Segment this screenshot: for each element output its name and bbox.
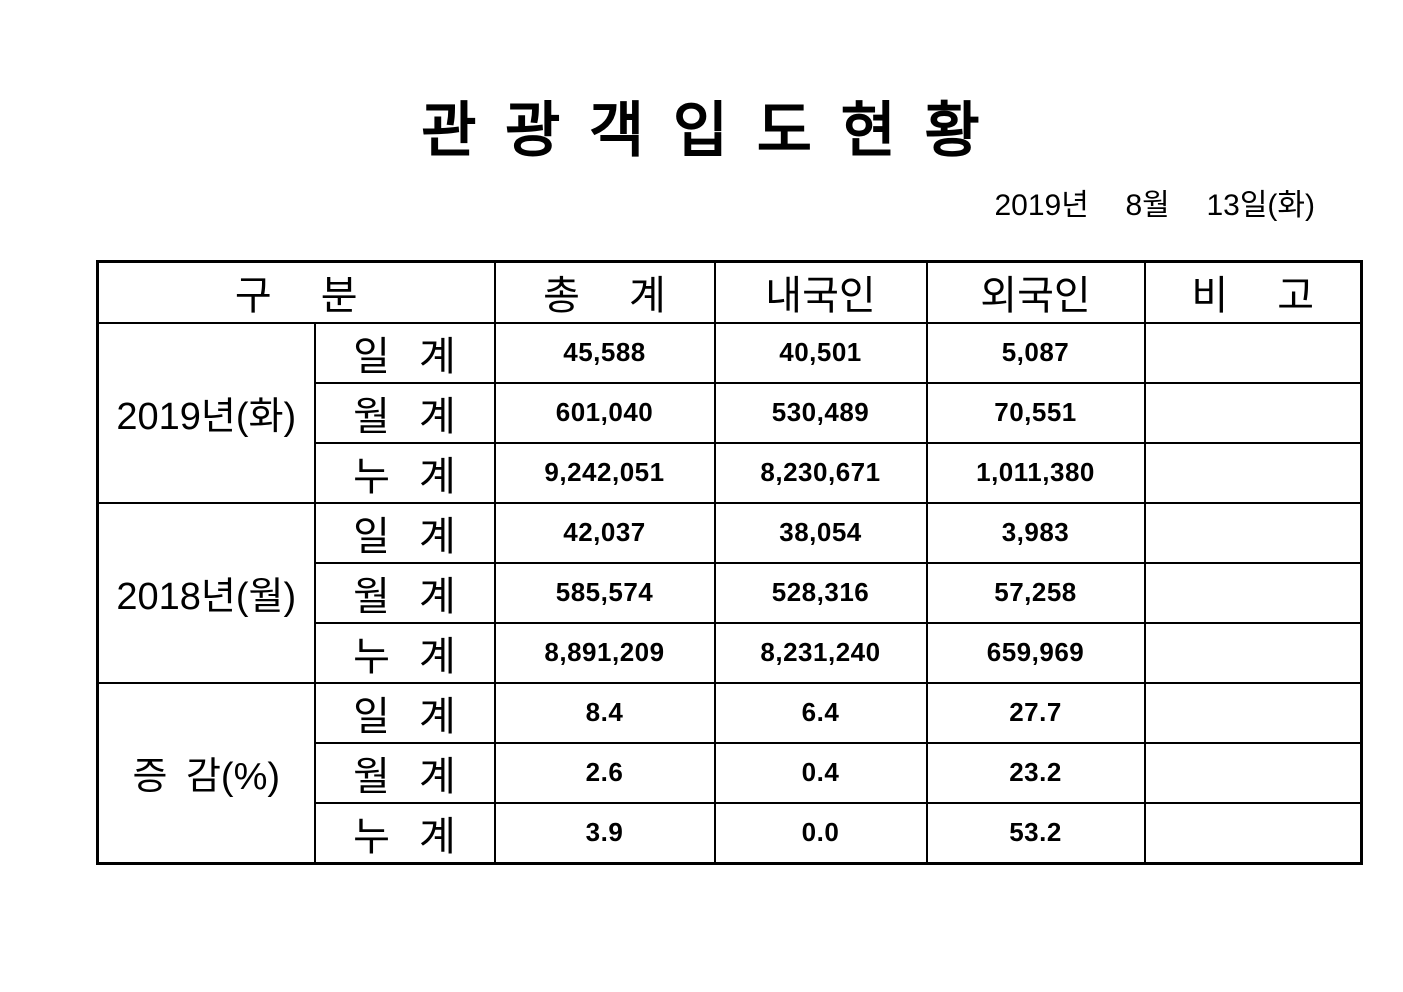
cell-total: 8,891,209 <box>493 621 716 684</box>
table-row: 월 계 2.6 0.4 23.2 <box>98 741 1363 804</box>
table-row: 2018년(월) 일 계 42,037 38,054 3,983 <box>96 501 1363 684</box>
cell-note <box>1143 561 1363 624</box>
visitor-arrival-table: 구 분 총 계 내국인 외국인 비 고 2019년(화) 일 계 45,588 … <box>96 260 1363 865</box>
row-label-daily: 일 계 <box>313 501 496 564</box>
cell-note <box>1143 621 1363 684</box>
cell-foreign: 23.2 <box>925 741 1146 804</box>
row-label-cumulative: 누 계 <box>313 621 496 684</box>
cell-foreign: 1,011,380 <box>925 441 1146 504</box>
table-row: 2019년(화) 일 계 45,588 40,501 5,087 <box>96 321 1363 504</box>
cell-total: 585,574 <box>493 561 716 624</box>
row-label-monthly: 월 계 <box>313 381 496 444</box>
table-row: 월 계 585,574 528,316 57,258 <box>98 561 1363 624</box>
header-note: 비 고 <box>1143 260 1363 324</box>
group-label-2018: 2018년(월) <box>96 501 316 684</box>
header-total: 총 계 <box>493 260 716 324</box>
row-label-monthly: 월 계 <box>313 741 496 804</box>
row-label-daily: 일 계 <box>313 321 496 384</box>
cell-total: 9,242,051 <box>493 441 716 504</box>
row-label-cumulative: 누 계 <box>313 441 496 504</box>
cell-note <box>1143 381 1363 444</box>
document-title: 관 광 객 입 도 현 황 <box>421 97 982 164</box>
table-row: 증 감(%) 일 계 8.4 6.4 27.7 <box>96 681 1363 864</box>
group-label-change-percent: 증 감(%) <box>96 681 316 864</box>
cell-foreign: 659,969 <box>925 621 1146 684</box>
header-foreign: 외국인 <box>925 260 1146 324</box>
row-label-daily: 일 계 <box>313 681 496 744</box>
table-row: 월 계 601,040 530,489 70,551 <box>98 381 1363 444</box>
table-row: 누 계 3.9 0.0 53.2 <box>98 801 1363 864</box>
row-label-cumulative: 누 계 <box>313 801 496 864</box>
cell-domestic: 40,501 <box>713 321 928 384</box>
cell-note <box>1143 501 1363 564</box>
cell-domestic: 528,316 <box>713 561 928 624</box>
cell-total: 45,588 <box>493 321 716 384</box>
cell-note <box>1143 321 1363 384</box>
cell-domestic: 0.0 <box>713 801 928 864</box>
cell-total: 42,037 <box>493 501 716 564</box>
cell-foreign: 5,087 <box>925 321 1146 384</box>
row-label-monthly: 월 계 <box>313 561 496 624</box>
cell-domestic: 38,054 <box>713 501 928 564</box>
cell-domestic: 0.4 <box>713 741 928 804</box>
cell-total: 3.9 <box>493 801 716 864</box>
table-row: 누 계 9,242,051 8,230,671 1,011,380 <box>98 441 1363 504</box>
cell-note <box>1143 441 1363 504</box>
table-header-row: 구 분 총 계 내국인 외국인 비 고 <box>96 260 1363 324</box>
cell-foreign: 3,983 <box>925 501 1146 564</box>
cell-domestic: 8,230,671 <box>713 441 928 504</box>
cell-foreign: 57,258 <box>925 561 1146 624</box>
cell-domestic: 6.4 <box>713 681 928 744</box>
cell-total: 601,040 <box>493 381 716 444</box>
cell-domestic: 8,231,240 <box>713 621 928 684</box>
header-domestic: 내국인 <box>713 260 928 324</box>
cell-foreign: 27.7 <box>925 681 1146 744</box>
cell-note <box>1143 801 1363 864</box>
group-label-2019: 2019년(화) <box>96 321 316 504</box>
table-row: 누 계 8,891,209 8,231,240 659,969 <box>98 621 1363 684</box>
cell-foreign: 53.2 <box>925 801 1146 864</box>
cell-note <box>1143 741 1363 804</box>
cell-note <box>1143 681 1363 744</box>
cell-domestic: 530,489 <box>713 381 928 444</box>
header-category: 구 분 <box>96 260 496 324</box>
cell-total: 2.6 <box>493 741 716 804</box>
cell-total: 8.4 <box>493 681 716 744</box>
report-date: 2019년 8월 13일(화) <box>994 189 1315 222</box>
cell-foreign: 70,551 <box>925 381 1146 444</box>
